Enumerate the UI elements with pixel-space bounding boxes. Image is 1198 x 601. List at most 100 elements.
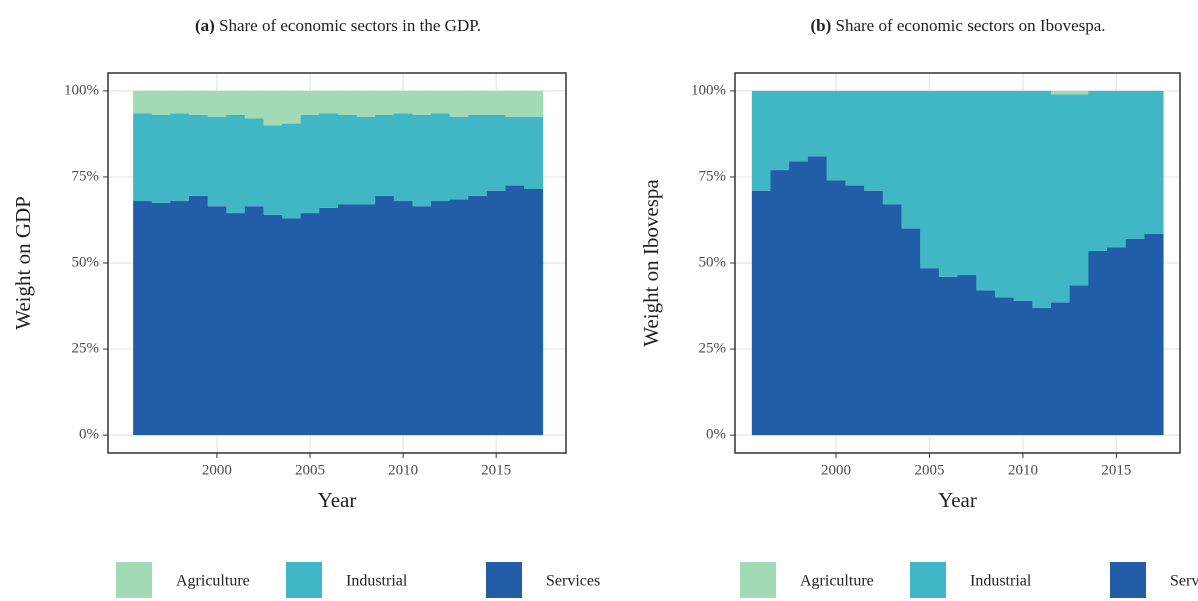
bar-segment: [151, 202, 171, 436]
bar-segment: [864, 190, 884, 436]
bar-segment: [1013, 300, 1033, 436]
bar-segment: [170, 201, 190, 436]
bar-segment: [263, 90, 283, 126]
y-tick-label: 0%: [706, 427, 726, 443]
bar-segment: [393, 90, 413, 114]
y-tick-label: 25%: [699, 340, 727, 356]
bar-segment: [789, 90, 809, 162]
title-text: Share of economic sectors in the GDP.: [219, 16, 481, 35]
bar-segment: [468, 90, 488, 115]
bar-segment: [1069, 94, 1089, 286]
bar-segment: [882, 90, 902, 205]
y-tick-label: 100%: [64, 82, 99, 98]
bar-segment: [1050, 94, 1071, 303]
bar-segment: [375, 195, 395, 436]
bar-segment: [188, 90, 209, 115]
x-tick-label: 2010: [1008, 462, 1038, 478]
bar-segment: [170, 113, 190, 202]
bar-segment: [938, 90, 958, 277]
bar-segment: [412, 206, 432, 436]
bar-segment: [188, 114, 209, 196]
bar-segment: [356, 90, 376, 117]
x-tick-label: 2010: [388, 462, 418, 478]
bar-segment: [864, 90, 884, 191]
bar-segment: [263, 214, 283, 436]
bar-segment: [356, 116, 376, 205]
title-tag: (a): [195, 16, 215, 35]
bar-segment: [282, 123, 302, 219]
x-tick-label: 2005: [295, 462, 325, 478]
bar-segment: [1032, 307, 1052, 436]
plot-frame: [107, 72, 567, 454]
bar-segment: [244, 118, 264, 207]
bar-segment: [524, 116, 544, 189]
title-text: Share of economic sectors on Ibovespa.: [836, 16, 1106, 35]
bar-segment: [486, 90, 506, 115]
bar-segment: [170, 90, 190, 114]
x-axis-label: Year: [318, 488, 357, 512]
legend-swatch: [1110, 562, 1146, 598]
bar-segment: [356, 204, 376, 436]
legend-swatch: [740, 562, 776, 598]
bar-segment: [826, 90, 846, 181]
bar-segment: [845, 185, 865, 436]
bar-segment: [468, 195, 488, 436]
bar-segment: [226, 213, 246, 436]
bar-segment: [751, 190, 771, 436]
x-tick-label: 2000: [821, 462, 851, 478]
bar-segment: [449, 116, 469, 200]
bar-segment: [524, 188, 544, 436]
bar-segment: [976, 90, 996, 291]
bar-segment: [319, 207, 339, 436]
bar-segment: [994, 90, 1014, 298]
bar-segment: [1069, 285, 1089, 436]
bar-segment: [1144, 90, 1164, 234]
bar-segment: [1125, 90, 1145, 239]
bar-segment: [505, 116, 525, 186]
bar-segment: [486, 114, 506, 191]
bar-segment: [901, 90, 921, 229]
bar-segment: [770, 90, 790, 171]
bar-segment: [188, 195, 209, 436]
bar-segment: [882, 204, 902, 436]
bar-segment: [151, 114, 171, 203]
bar-segment: [1144, 233, 1164, 436]
y-tick-label: 50%: [72, 254, 100, 270]
x-axis-label: Year: [938, 488, 977, 512]
bar-segment: [789, 161, 809, 436]
bar-segment: [1125, 238, 1145, 436]
legend-label: Services: [546, 573, 600, 590]
bar-segment: [375, 90, 395, 115]
bar-segment: [1069, 90, 1089, 95]
bar-segment: [263, 125, 283, 215]
bar-segment: [337, 114, 357, 205]
bar-segment: [1050, 302, 1071, 436]
bar-segment: [431, 90, 451, 114]
legend-swatch: [910, 562, 946, 598]
bar-segment: [244, 90, 264, 119]
bar-segment: [524, 90, 544, 117]
legend-swatch: [486, 562, 522, 598]
bar-segment: [412, 114, 432, 207]
legend-label: Industrial: [346, 573, 408, 590]
bar-segment: [770, 170, 790, 436]
bar-segment: [319, 90, 339, 114]
bar-segment: [1013, 90, 1033, 301]
bar-segment: [244, 206, 264, 436]
bar-segment: [449, 90, 469, 117]
legend-label: Services: [1170, 573, 1198, 590]
bar-segment: [412, 90, 432, 115]
bar-segment: [133, 201, 153, 436]
bar-segment: [282, 90, 302, 124]
bar-segment: [486, 190, 506, 436]
bar-segment: [133, 113, 153, 202]
y-axis-label: Weight on Ibovespa: [639, 179, 663, 347]
chart-title: (b) Share of economic sectors on Ibovesp…: [810, 16, 1105, 35]
bar-segment: [226, 114, 246, 214]
bar-segment: [826, 180, 846, 436]
bar-segment: [920, 268, 940, 436]
bar-segment: [468, 114, 488, 196]
bar-segment: [375, 114, 395, 196]
bar-segment: [300, 114, 320, 214]
